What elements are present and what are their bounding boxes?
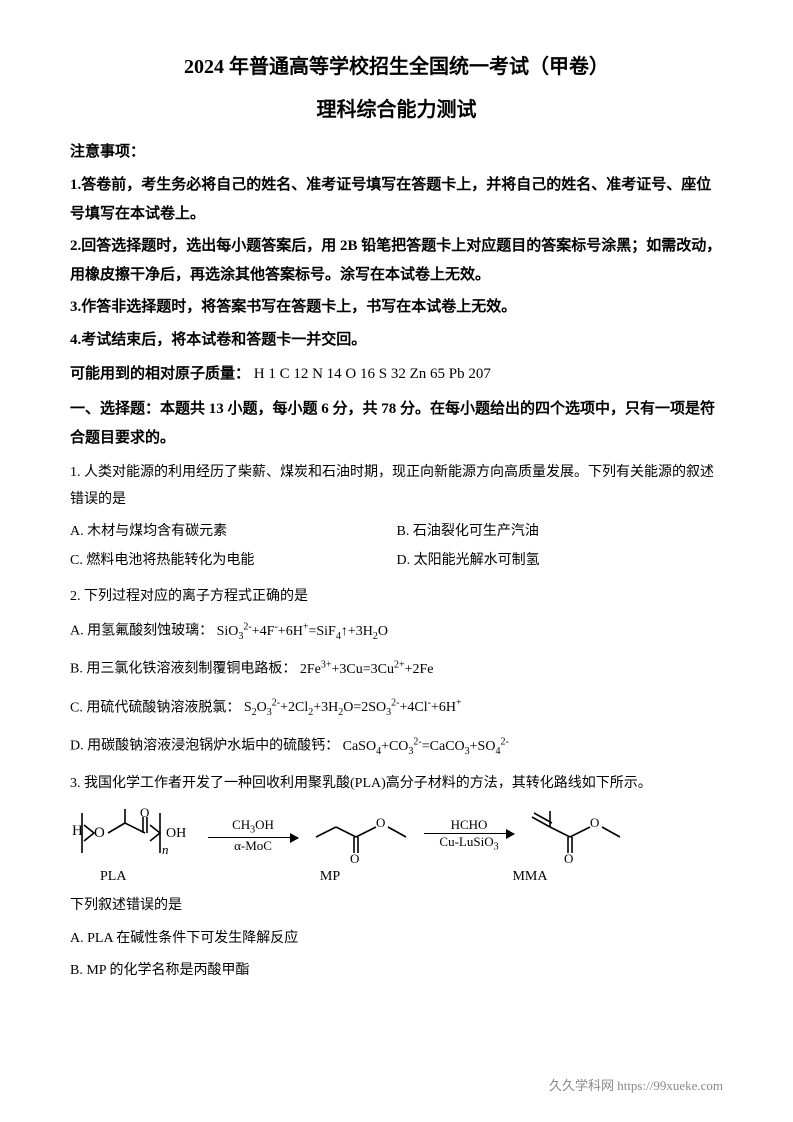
q1-option-b: B. 石油裂化可生产汽油 [397,519,724,546]
svg-text:O: O [350,851,359,865]
q2-c-prefix: C. 用硫代硫酸钠溶液脱氯： [70,700,240,715]
molecule-pla: H O O n OH [70,805,200,865]
svg-text:O: O [94,825,105,841]
q2-c-equation: S2O32-+2Cl2+3H2O=2SO32-+4Cl-+6H+ [244,700,462,715]
q1-stem: 1. 人类对能源的利用经历了柴薪、煤炭和石油时期，现正向新能源方向高质量发展。下… [70,460,723,513]
arrow-2: HCHO Cu-LuSiO3 [424,817,514,853]
q3-tail: 下列叙述错误的是 [70,893,723,920]
pla-structure-icon: H O O n OH [70,805,200,865]
question-3: 3. 我国化学工作者开发了一种回收利用聚乳酸(PLA)高分子材料的方法，其转化路… [70,771,723,985]
mma-structure-icon: O O [522,805,642,865]
question-1: 1. 人类对能源的利用经历了柴薪、煤炭和石油时期，现正向新能源方向高质量发展。下… [70,460,723,574]
label-pla: PLA [70,869,230,885]
notice-heading: 注意事项： [70,140,723,161]
atomic-mass-label: 可能用到的相对原子质量： [70,366,250,382]
arrow1-bottom: α-MoC [234,838,272,854]
svg-text:n: n [162,842,169,857]
q3-stem: 3. 我国化学工作者开发了一种回收利用聚乳酸(PLA)高分子材料的方法，其转化路… [70,771,723,798]
arrow2-top: HCHO [451,817,488,833]
arrow-1: CH3OH α-MoC [208,817,298,853]
svg-text:O: O [564,851,573,865]
notice-item-1: 1.答卷前，考生务必将自己的姓名、准考证号填写在答题卡上，并将自己的姓名、准考证… [70,171,723,228]
svg-text:O: O [140,805,149,820]
q2-d-prefix: D. 用碳酸钠溶液浸泡锅炉水垢中的硫酸钙： [70,739,339,754]
q1-option-d: D. 太阳能光解水可制氢 [397,548,724,575]
q2-stem: 2. 下列过程对应的离子方程式正确的是 [70,584,723,611]
exam-title-line2: 理科综合能力测试 [70,93,723,122]
arrow2-bottom: Cu-LuSiO3 [439,834,498,854]
section1-heading: 一、选择题：本题共 13 小题，每小题 6 分，共 78 分。在每小题给出的四个… [70,395,723,452]
q1-option-a: A. 木材与煤均含有碳元素 [70,519,397,546]
q2-option-a: A. 用氢氟酸刻蚀玻璃： SiO32-+4F-+6H+=SiF4↑+3H2O [70,617,723,645]
svg-text:O: O [590,815,599,830]
q1-option-c: C. 燃料电池将热能转化为电能 [70,548,397,575]
label-mp: MP [230,869,430,885]
q3-option-a: A. PLA 在碱性条件下可发生降解反应 [70,926,723,953]
notice-item-2: 2.回答选择题时，选出每小题答案后，用 2B 铅笔把答题卡上对应题目的答案标号涂… [70,232,723,289]
q2-option-b: B. 用三氯化铁溶液刻制覆铜电路板： 2Fe3++3Cu=3Cu2++2Fe [70,655,723,683]
mp-structure-icon: O O [306,805,416,865]
arrow1-top: CH3OH [232,817,274,837]
exam-title-line1: 2024 年普通高等学校招生全国统一考试（甲卷） [70,50,723,79]
label-mma: MMA [430,869,630,885]
notice-item-3: 3.作答非选择题时，将答案书写在答题卡上，书写在本试卷上无效。 [70,293,723,322]
q3-option-b: B. MP 的化学名称是丙酸甲酯 [70,958,723,985]
question-2: 2. 下列过程对应的离子方程式正确的是 A. 用氢氟酸刻蚀玻璃： SiO32-+… [70,584,723,760]
q2-a-equation: SiO32-+4F-+6H+=SiF4↑+3H2O [217,624,388,639]
svg-text:OH: OH [166,826,186,841]
q2-option-c: C. 用硫代硫酸钠溶液脱氯： S2O32-+2Cl2+3H2O=2SO32-+4… [70,694,723,722]
molecule-labels: PLA MP MMA [70,869,723,885]
q2-b-equation: 2Fe3++3Cu=3Cu2++2Fe [300,662,434,677]
molecule-mma: O O [522,805,642,865]
q2-b-prefix: B. 用三氯化铁溶液刻制覆铜电路板： [70,662,296,677]
q2-a-prefix: A. 用氢氟酸刻蚀玻璃： [70,624,213,639]
molecule-mp: O O [306,805,416,865]
notice-item-4: 4.考试结束后，将本试卷和答题卡一并交回。 [70,326,723,355]
q2-d-equation: CaSO4+CO32-=CaCO3+SO42- [343,739,509,754]
q2-option-d: D. 用碳酸钠溶液浸泡锅炉水垢中的硫酸钙： CaSO4+CO32-=CaCO3+… [70,732,723,760]
reaction-scheme: H O O n OH [70,805,723,865]
svg-text:O: O [376,815,385,830]
atomic-mass-values: H 1 C 12 N 14 O 16 S 32 Zn 65 Pb 207 [254,366,491,382]
atomic-mass-line: 可能用到的相对原子质量： H 1 C 12 N 14 O 16 S 32 Zn … [70,362,723,383]
footer-watermark: 久久学科网 https://99xueke.com [549,1075,723,1094]
